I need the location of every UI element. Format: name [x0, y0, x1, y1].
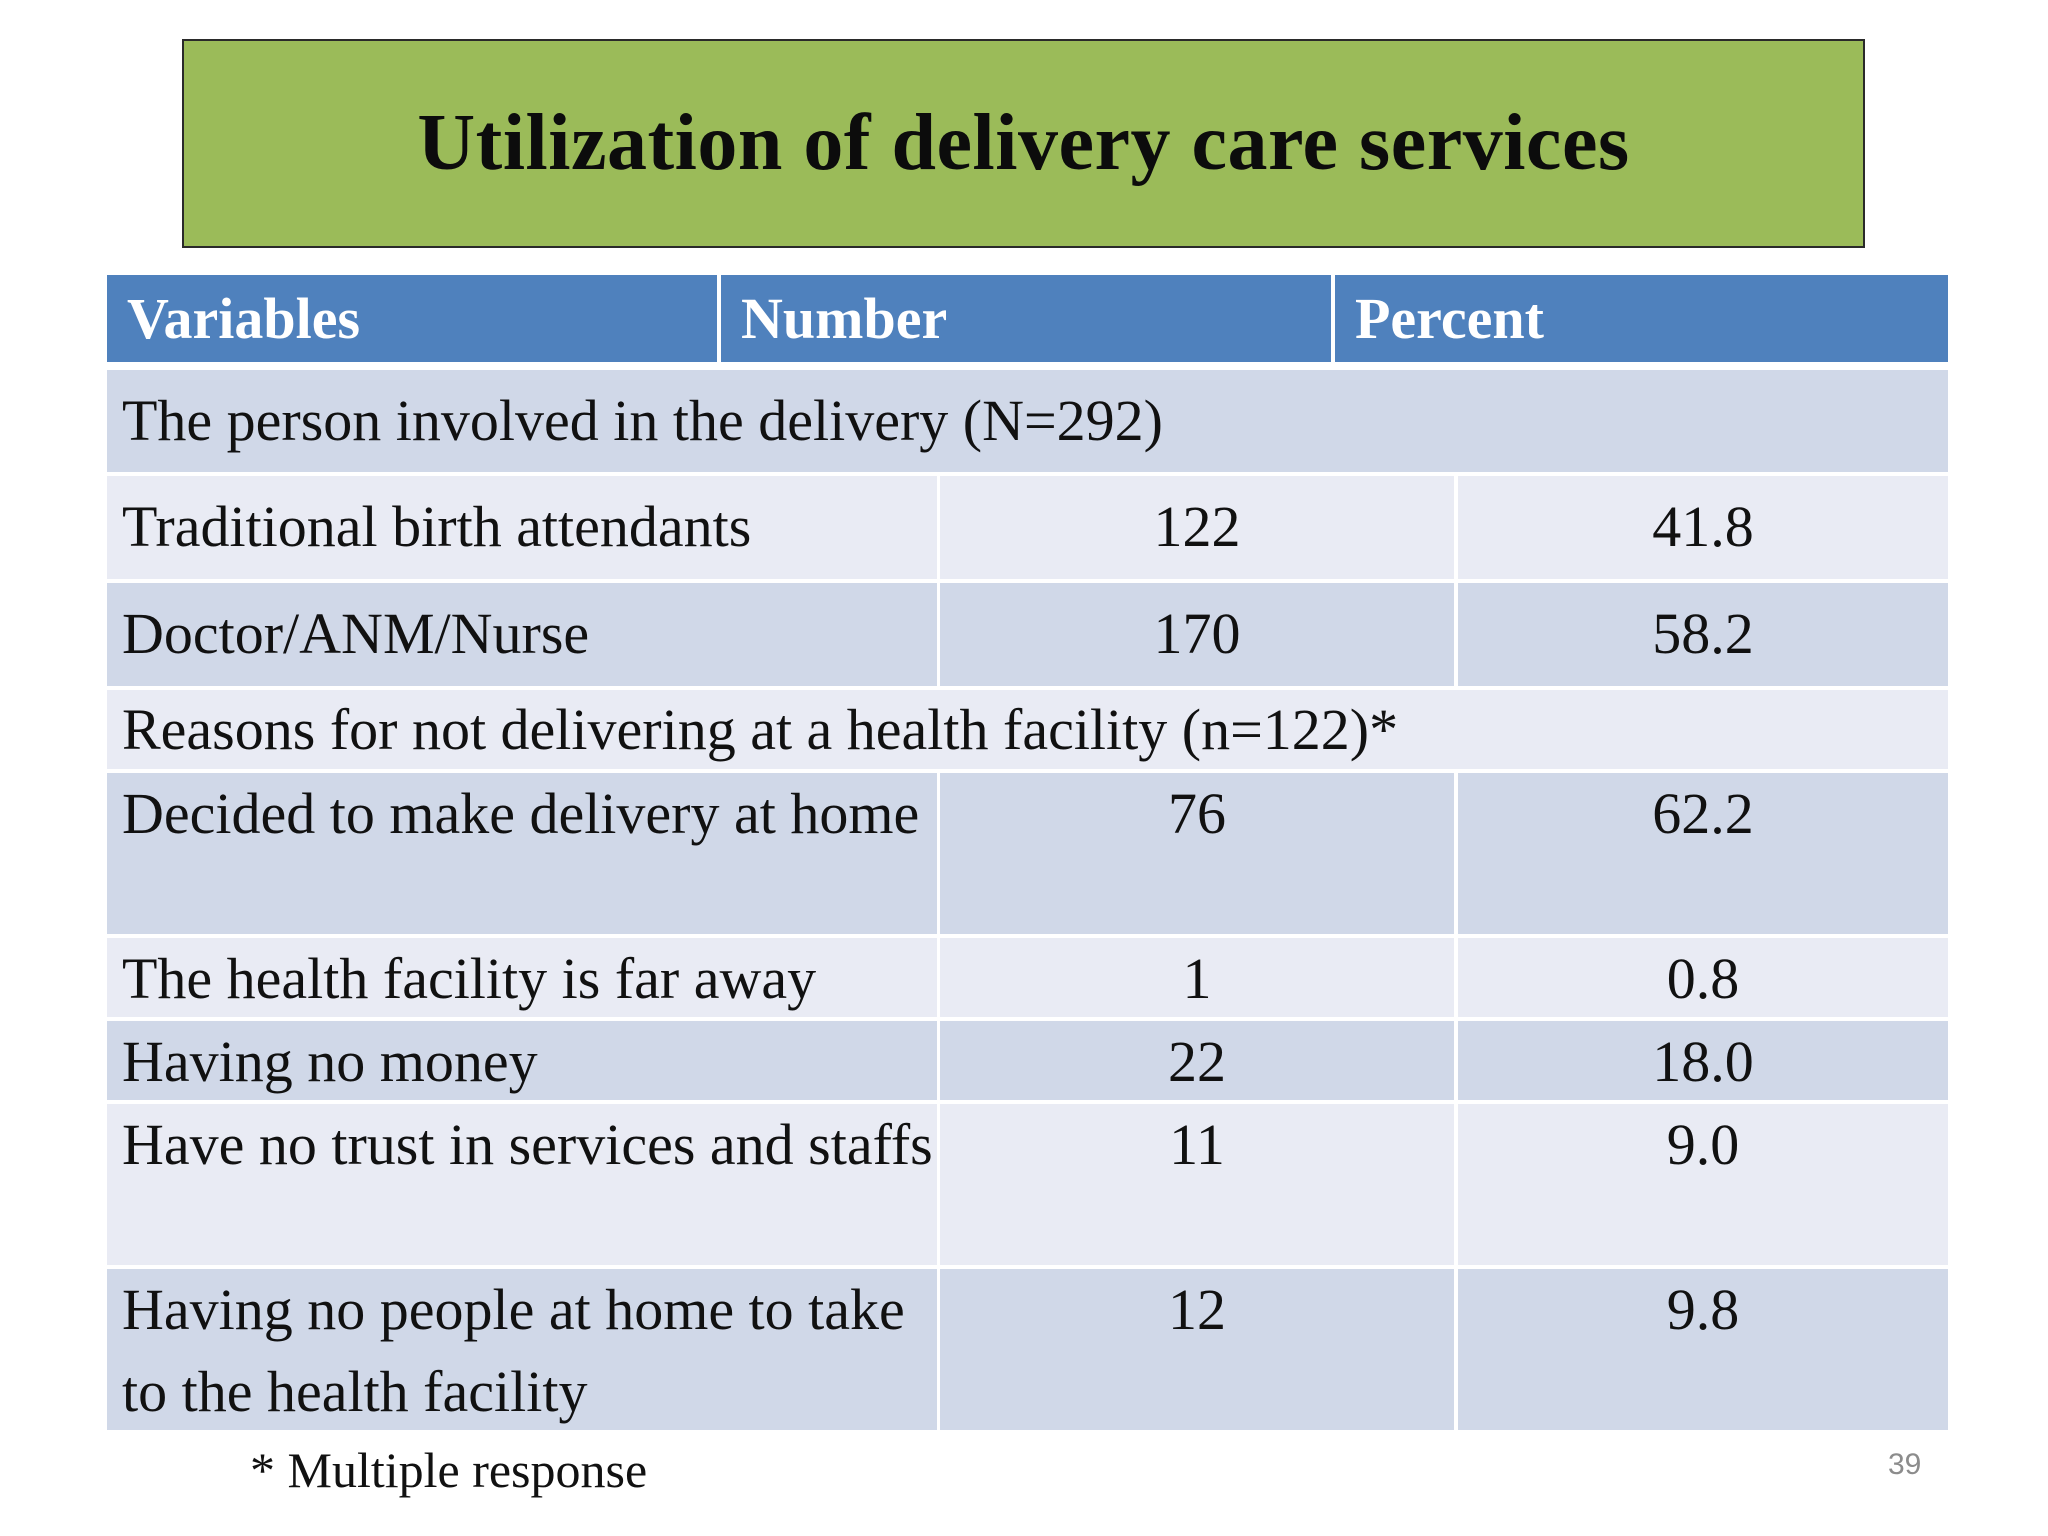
section-header-row: Reasons for not delivering at a health f…: [107, 690, 1948, 769]
table-row-percent: 58.2: [1458, 583, 1948, 686]
table-row-percent: 9.8: [1458, 1269, 1948, 1430]
table-header-number: Number: [721, 275, 1331, 362]
table-row-variable: Doctor/ANM/Nurse: [107, 583, 937, 686]
table-row-number: 170: [940, 583, 1454, 686]
table-row-variable: Traditional birth attendants: [107, 476, 937, 579]
title-banner: Utilization of delivery care services: [182, 39, 1865, 248]
table-row-number: 76: [940, 773, 1454, 934]
table-row-percent: 41.8: [1458, 476, 1948, 579]
table-row-percent: 62.2: [1458, 773, 1948, 934]
table-row-number: 12: [940, 1269, 1454, 1430]
table-row-variable: Having no people at home to take to the …: [107, 1269, 937, 1430]
table-row-number: 1: [940, 938, 1454, 1017]
table-row-percent: 0.8: [1458, 938, 1948, 1017]
section-header-row: The person involved in the delivery (N=2…: [107, 370, 1948, 472]
table-row-variable: Decided to make delivery at home: [107, 773, 937, 934]
table-row-variable: The health facility is far away: [107, 938, 937, 1017]
slide-title: Utilization of delivery care services: [417, 99, 1630, 187]
table-header-variables: Variables: [107, 275, 717, 362]
table-row-percent: 18.0: [1458, 1021, 1948, 1100]
table-header-percent: Percent: [1335, 275, 1948, 362]
table-row-variable: Having no money: [107, 1021, 937, 1100]
table-row-number: 11: [940, 1104, 1454, 1265]
table-row-number: 22: [940, 1021, 1454, 1100]
footnote: * Multiple response: [250, 1442, 648, 1498]
table-row-variable: Have no trust in services and staffs: [107, 1104, 937, 1265]
slide-number: 39: [1888, 1448, 1922, 1481]
table-row-percent: 9.0: [1458, 1104, 1948, 1265]
table-row-number: 122: [940, 476, 1454, 579]
